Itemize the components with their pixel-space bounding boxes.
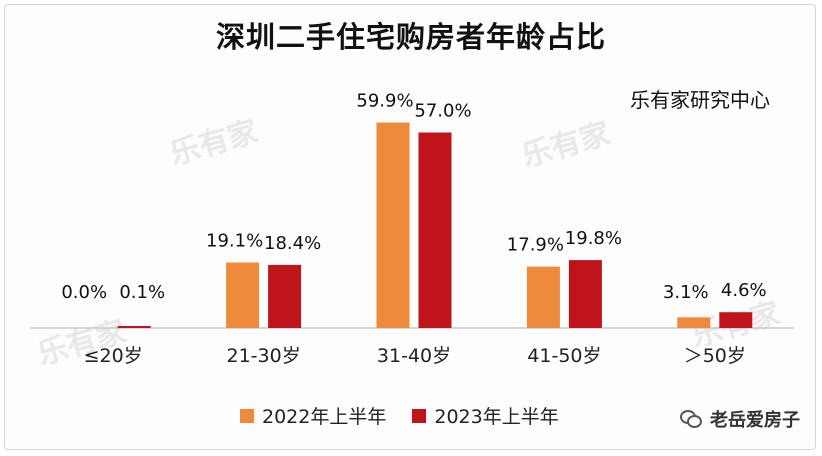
category-label: ≤20岁 (84, 345, 143, 367)
bar-2022 (376, 122, 410, 328)
bar-2023 (568, 260, 602, 328)
wechat-icon (680, 410, 702, 428)
brand-text: 老岳爱房子 (710, 410, 800, 431)
chart-title: 深圳二手住宅购房者年龄占比 (215, 20, 606, 54)
chart-frame (4, 4, 816, 450)
bar-2023 (719, 312, 753, 328)
bar-2022 (526, 266, 560, 328)
bar-2022 (677, 317, 711, 328)
legend-swatch-2022 (240, 408, 254, 423)
data-label: 57.0% (414, 100, 471, 121)
category-label: ＞50岁 (684, 345, 746, 367)
category-label: 21-30岁 (226, 345, 300, 367)
bar-2023 (268, 264, 302, 328)
data-label: 3.1% (663, 282, 709, 303)
bar-2022 (226, 262, 260, 328)
data-label: 59.9% (356, 91, 413, 112)
data-label: 0.0% (61, 282, 107, 303)
data-label: 4.6% (721, 280, 767, 301)
data-label: 18.4% (264, 233, 321, 254)
data-label: 17.9% (507, 235, 564, 256)
legend-label-2023: 2023年上半年 (434, 406, 559, 428)
legend: 2022年上半年 2023年上半年 (240, 402, 585, 429)
legend-label-2022: 2022年上半年 (262, 406, 387, 428)
data-label: 0.1% (119, 282, 165, 303)
brand-credit: 老岳爱房子 (680, 406, 800, 432)
source-label: 乐有家研究中心 (630, 88, 770, 112)
bar-2023 (117, 326, 151, 328)
legend-item-2023: 2023年上半年 (412, 402, 559, 429)
legend-item-2022: 2022年上半年 (240, 402, 386, 429)
legend-swatch-2023 (412, 408, 427, 423)
category-label: 31-40岁 (377, 345, 451, 367)
data-label: 19.8% (565, 228, 622, 249)
data-label: 19.1% (206, 230, 263, 251)
category-label: 41-50岁 (527, 345, 601, 367)
bar-2023 (418, 132, 452, 328)
